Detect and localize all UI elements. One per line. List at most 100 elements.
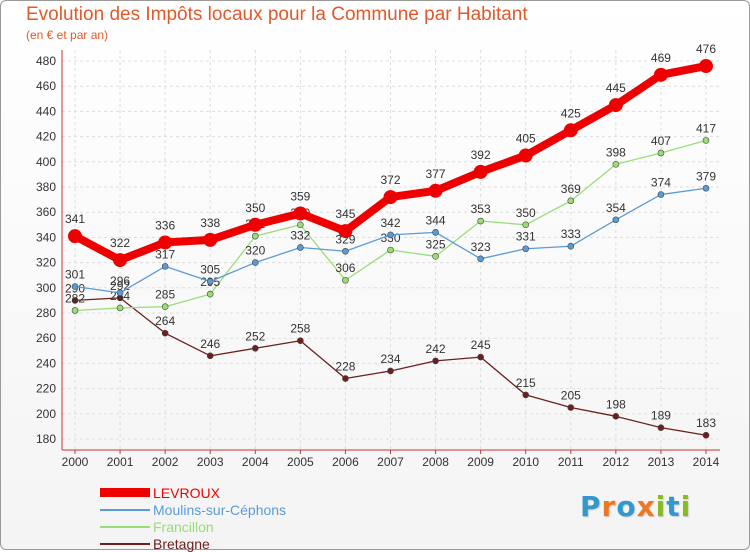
data-label: 246 [200,337,220,351]
data-label: 392 [471,148,491,162]
data-point [612,216,620,224]
data-point [116,304,124,312]
data-label: 350 [245,201,265,215]
data-point [251,259,259,266]
data-point [251,232,259,240]
legend-label: Moulins-sur-Céphons [153,501,287,518]
data-label: 345 [335,207,355,221]
logo-letter: P [580,490,602,523]
data-label: 215 [516,376,536,390]
y-tick-label: 200 [36,407,56,421]
data-point [297,337,304,345]
data-point [116,289,124,297]
legend: LEVROUX Moulins-sur-Céphons Francillon Bret… [100,484,286,552]
data-label: 282 [65,291,85,305]
data-point [383,190,398,205]
data-point [567,197,575,205]
x-tick-label: 2002 [152,455,179,469]
logo-letter: x [636,490,656,523]
data-label: 189 [651,409,671,423]
data-point [161,329,169,337]
data-point [477,353,484,361]
data-point [206,352,214,360]
x-tick-label: 2001 [107,455,134,469]
y-tick-label: 440 [36,104,56,118]
x-tick-label: 2004 [242,455,269,469]
legend-swatch [100,525,150,528]
x-tick-label: 2007 [377,455,404,469]
y-tick-label: 400 [36,155,56,169]
data-label: 296 [110,274,130,288]
data-point [206,278,214,285]
data-label: 341 [65,212,85,226]
x-tick-label: 2003 [197,455,224,469]
data-point [477,255,484,263]
data-point [342,247,349,255]
data-label: 372 [380,173,400,187]
data-label: 205 [561,389,581,403]
data-label: 350 [516,206,536,220]
data-label: 264 [155,314,175,328]
data-label: 242 [426,342,446,356]
data-label: 377 [426,167,446,181]
data-point [522,221,530,229]
legend-swatch [100,542,150,545]
x-tick-label: 2010 [512,455,539,469]
data-label: 398 [606,145,626,159]
data-point [432,357,439,365]
data-point [702,431,710,439]
y-tick-label: 380 [36,180,56,194]
proxiti-logo: Proxiti [580,490,691,523]
data-point [567,404,575,411]
legend-item: Bretagne [100,535,286,552]
data-label: 245 [471,338,491,352]
data-label: 425 [561,106,581,120]
data-label: 322 [110,236,130,250]
data-point [657,191,665,198]
data-label: 306 [335,261,355,275]
data-point [248,217,263,232]
y-tick-label: 360 [36,205,56,219]
data-point [612,161,620,168]
data-point [342,375,349,382]
data-point [342,276,349,284]
data-label: 325 [426,237,446,251]
logo-letter: i [680,490,692,523]
x-tick-label: 2000 [62,455,89,469]
y-tick-label: 260 [36,331,56,345]
x-tick-label: 2013 [648,455,675,469]
legend-label: Bretagne [153,535,210,552]
data-point [608,98,623,113]
data-point [657,149,665,157]
data-point [522,245,530,253]
data-label: 379 [696,169,716,183]
x-tick-label: 2006 [332,455,359,469]
y-tick-label: 460 [36,79,56,93]
legend-swatch [100,488,150,497]
data-point [563,123,578,138]
data-label: 417 [696,121,716,135]
data-point [567,242,575,250]
legend-label: LEVROUX [153,484,220,501]
data-label: 183 [696,416,716,430]
data-point [293,206,308,221]
data-point [297,221,304,229]
data-label: 342 [380,216,400,230]
data-point [702,184,710,192]
y-tick-label: 220 [36,382,56,396]
data-label: 332 [290,228,310,242]
chart-title: Evolution des Impôts locaux pour la Comm… [26,4,528,25]
y-tick-label: 280 [36,306,56,320]
data-label: 317 [155,247,175,261]
logo-letter: o [616,490,637,523]
data-label: 374 [651,176,671,190]
data-label: 234 [380,352,400,366]
logo-letter: i [655,490,667,523]
data-point [71,297,79,304]
x-tick-label: 2014 [693,455,720,469]
data-point [206,290,214,298]
legend-item: Moulins-sur-Céphons [100,501,286,518]
data-point [71,283,79,290]
